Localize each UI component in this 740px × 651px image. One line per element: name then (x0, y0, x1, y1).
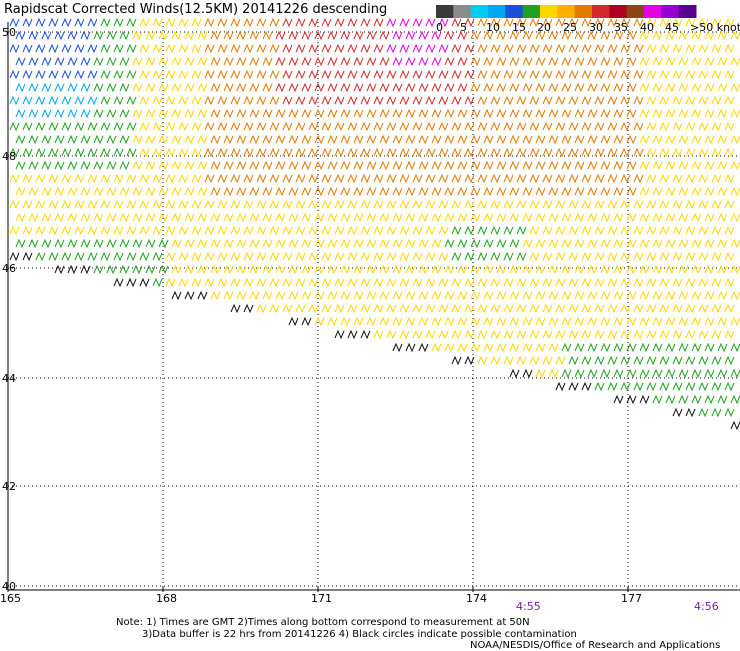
legend-tick: 10 (486, 21, 500, 34)
lon-label: 171 (311, 592, 332, 605)
legend-swatch (574, 5, 593, 18)
lat-label: 40 (2, 580, 16, 593)
legend-tick: 5 (460, 21, 467, 34)
lat-label: 46 (2, 262, 16, 275)
lon-label: 177 (621, 592, 642, 605)
legend-swatch (540, 5, 558, 18)
legend-tick: 25 (563, 21, 577, 34)
legend-swatch (488, 5, 506, 18)
lon-label: 168 (156, 592, 177, 605)
legend-tick: 30 (589, 21, 603, 34)
wind-speed-legend: 0 5 10 15 20 25 30 35 40 45 >50 knots (436, 5, 740, 34)
lat-label: 50 (2, 26, 16, 39)
legend-tick: 0 (436, 21, 443, 34)
notes: Note: 1) Times are GMT 2)Times along bot… (0, 612, 740, 651)
legend-tick: 45 (665, 21, 679, 34)
legend-swatch (505, 5, 524, 18)
legend-swatch (453, 5, 472, 18)
wind-barbs (9, 17, 740, 431)
lon-label: 174 (466, 592, 487, 605)
legend-tick: 40 (640, 21, 654, 34)
legend-tick: 20 (537, 21, 551, 34)
map-title: Rapidscat Corrected Winds(12.5KM) 201412… (4, 2, 388, 17)
note-line-3: NOAA/NESDIS/Office of Research and Appli… (470, 640, 721, 651)
legend-swatch (626, 5, 645, 18)
legend-swatch (470, 5, 489, 18)
lon-label: 165 (0, 592, 21, 605)
legend-swatch (557, 5, 576, 18)
legend-swatch (436, 5, 454, 18)
legend-swatch (522, 5, 541, 18)
lat-label: 44 (2, 372, 16, 385)
time-label-1: 4:55 (516, 600, 541, 613)
note-line-1: Note: 1) Times are GMT 2)Times along bot… (116, 617, 530, 628)
legend-tick: >50 knots (690, 21, 740, 34)
legend-swatch (644, 5, 662, 18)
time-label-2: 4:56 (694, 600, 719, 613)
legend-swatch (609, 5, 628, 18)
legend-tick: 35 (614, 21, 628, 34)
legend-tick: 15 (512, 21, 526, 34)
note-line-2: 3)Data buffer is 22 hrs from 20141226 4)… (142, 629, 577, 640)
axis-labels: 165 168 171 174 177 50 48 46 44 42 40 (0, 26, 642, 605)
legend-swatch (661, 5, 680, 18)
lat-label: 42 (2, 480, 16, 493)
legend-swatch (592, 5, 610, 18)
lat-label: 48 (2, 150, 16, 163)
legend-swatch (678, 5, 697, 18)
lat-lon-grid (7, 22, 740, 592)
